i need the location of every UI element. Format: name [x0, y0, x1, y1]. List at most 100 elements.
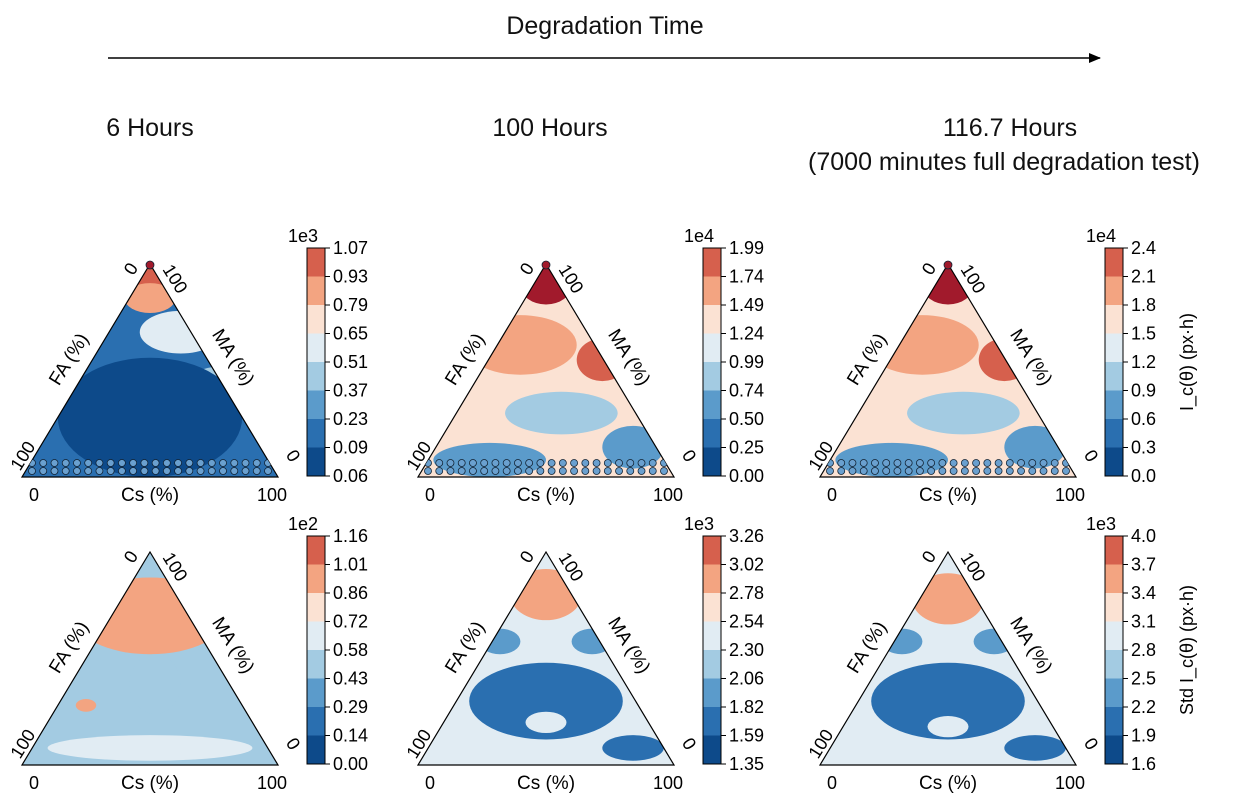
sample-point	[129, 459, 138, 467]
sample-point	[480, 467, 489, 475]
sample-point	[207, 459, 216, 467]
colorbar: 3.26 3.02 2.78 2.54 2.30 2.06 1.82 1.59 1.35 1e3	[684, 514, 764, 774]
contour-region	[47, 735, 253, 761]
contour-region	[505, 391, 618, 435]
sample-point	[949, 467, 958, 475]
colorbar-band	[307, 678, 325, 708]
column-title-2: 116.7 Hours	[942, 114, 1078, 142]
sample-point	[525, 467, 534, 475]
sample-point	[826, 467, 834, 475]
colorbar-band	[1105, 564, 1123, 594]
contour-region	[912, 573, 984, 625]
colorbar-tick-label: 2.54	[729, 612, 764, 632]
colorbar-band	[703, 447, 721, 477]
sample-point	[581, 459, 590, 467]
sample-point	[859, 459, 868, 467]
sample-point	[28, 467, 36, 475]
sample-point	[938, 467, 947, 475]
sample-point	[960, 459, 969, 467]
sample-point	[140, 459, 149, 467]
sample-point	[637, 467, 646, 475]
sample-point	[1028, 459, 1037, 467]
colorbar-tick-label: 3.4	[1131, 583, 1156, 603]
sample-point	[615, 467, 623, 475]
sample-point	[547, 459, 556, 467]
sample-point	[39, 459, 48, 467]
colorbar-band	[1105, 333, 1123, 363]
sample-point	[1017, 467, 1025, 475]
sample-point	[603, 459, 612, 467]
sample-point	[983, 467, 992, 475]
colorbar-band	[307, 390, 325, 420]
colorbar-tick-label: 1.24	[729, 324, 764, 344]
sample-point	[480, 459, 489, 467]
sample-point	[457, 467, 466, 475]
sample-point	[1039, 467, 1048, 475]
contour-region	[973, 628, 1015, 655]
sample-point	[949, 459, 958, 467]
sample-point	[61, 459, 70, 467]
sample-point	[514, 459, 522, 467]
sample-point	[1005, 459, 1014, 467]
sample-point	[525, 459, 534, 467]
sample-point	[927, 459, 936, 467]
sample-point	[904, 467, 913, 475]
colorbar-band	[703, 678, 721, 708]
colorbar: 1.07 0.93 0.79 0.65 0.51 0.37 0.23 0.09 0.06 1e3	[288, 226, 368, 486]
sample-point	[106, 467, 115, 475]
sample-point	[435, 467, 444, 475]
tick-top-left: 0	[516, 547, 538, 566]
colorbar-tick-label: 1.82	[729, 697, 764, 717]
sample-point	[536, 467, 545, 475]
sample-point	[592, 459, 601, 467]
colorbar-tick-label: 1.8	[1131, 295, 1156, 315]
sample-point	[457, 459, 466, 467]
sample-point	[140, 467, 149, 475]
colorbar-tick-label: 0.00	[333, 754, 368, 774]
sample-point	[230, 467, 239, 475]
axis-label-bottom: Cs (%)	[121, 485, 179, 506]
tick-top-left: 0	[516, 259, 538, 278]
colorbar-tick-label: 2.4	[1131, 238, 1156, 258]
colorbar-band	[703, 536, 721, 565]
colorbar-tick-label: 1.6	[1131, 754, 1156, 774]
sample-point	[174, 459, 182, 467]
sample-point	[660, 467, 668, 475]
contour-region	[525, 711, 567, 734]
sample-point	[541, 260, 551, 270]
sample-point	[185, 467, 194, 475]
sample-point	[145, 260, 155, 270]
colorbar-band	[307, 333, 325, 363]
sample-point	[219, 467, 227, 475]
sample-point	[904, 459, 913, 467]
sample-point	[241, 459, 250, 467]
colorbar-tick-label: 0.14	[333, 726, 368, 746]
colorbar-band	[1105, 362, 1123, 391]
colorbar-band	[307, 419, 325, 448]
tick-bottom-left: 0	[425, 485, 435, 505]
sample-point	[927, 467, 936, 475]
colorbar-tick-label: 2.2	[1131, 697, 1156, 717]
sample-point	[219, 459, 227, 467]
sample-point	[469, 459, 477, 467]
colorbar-tick-label: 0.29	[333, 697, 368, 717]
contour-region	[571, 628, 613, 655]
column-title-1: 100 Hours	[492, 114, 608, 142]
sample-point	[994, 467, 1003, 475]
colorbar-band	[307, 735, 325, 765]
colorbar-multiplier: 1e3	[288, 226, 318, 246]
colorbar-tick-label: 2.1	[1131, 267, 1156, 287]
tick-right: 0	[282, 734, 304, 753]
tick-bottom-right: 100	[1055, 773, 1085, 793]
sample-point	[502, 467, 511, 475]
sample-point	[848, 467, 857, 475]
sample-points	[826, 459, 1070, 475]
sample-point	[615, 459, 623, 467]
sample-point	[73, 467, 81, 475]
colorbar-tick-label: 0.74	[729, 381, 764, 401]
tick-bottom-left: 0	[425, 773, 435, 793]
sample-point	[241, 467, 250, 475]
